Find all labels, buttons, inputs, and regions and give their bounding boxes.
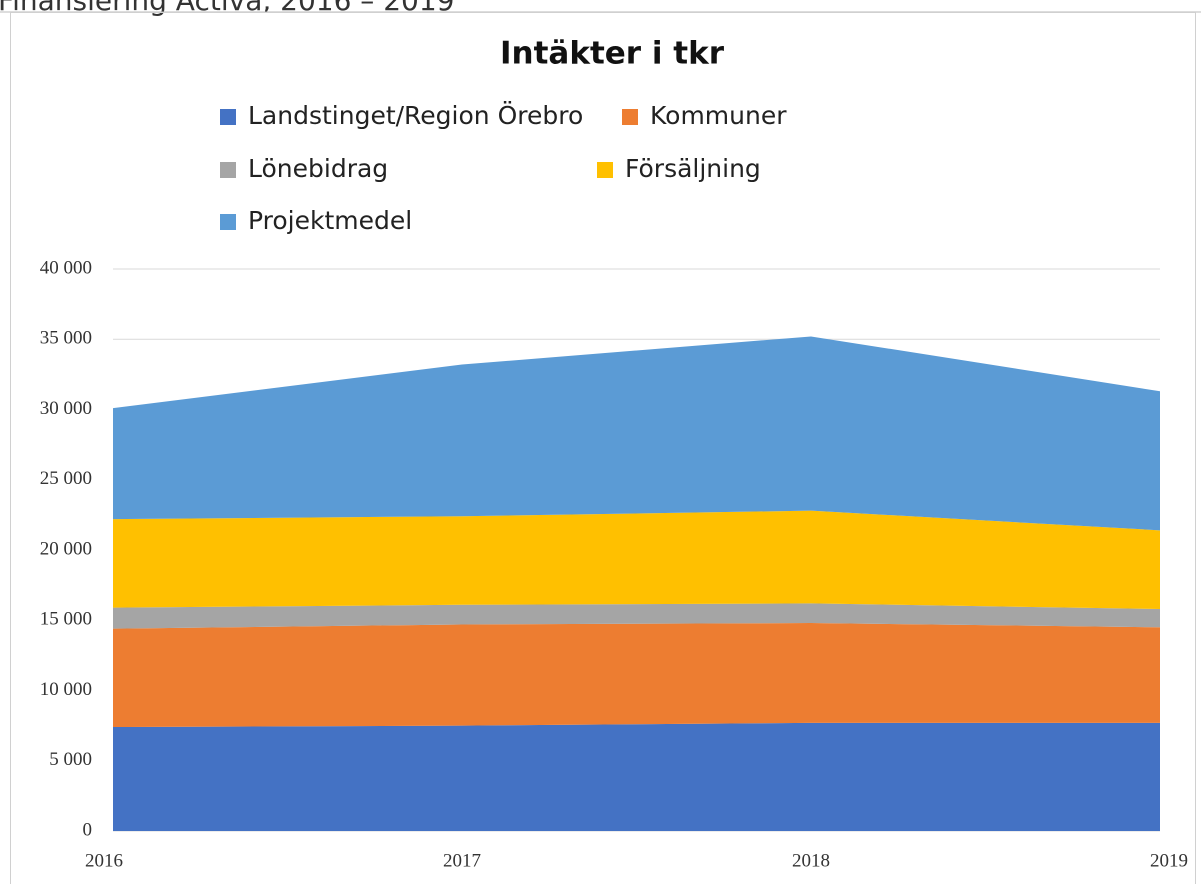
x-tick-label: 2019 — [1150, 850, 1188, 871]
y-tick-label: 10 000 — [40, 679, 92, 700]
y-tick-label: 30 000 — [40, 398, 92, 419]
y-tick-label: 15 000 — [40, 609, 92, 630]
page-heading: Finansiering Activa, 2016 – 2019 — [0, 0, 454, 17]
x-tick-label: 2018 — [792, 850, 830, 871]
y-tick-label: 25 000 — [40, 468, 92, 489]
legend-swatch — [597, 162, 613, 178]
area — [113, 336, 1160, 531]
x-tick-label: 2016 — [85, 850, 123, 871]
chart-title: Intäkter i tkr — [500, 36, 725, 72]
area — [113, 623, 1160, 728]
legend-label: Försäljning — [625, 154, 761, 183]
y-tick-label: 5 000 — [49, 749, 92, 770]
y-tick-label: 40 000 — [40, 257, 92, 278]
legend-label: Lönebidrag — [248, 154, 388, 183]
legend-swatch — [622, 109, 638, 125]
y-tick-label: 20 000 — [40, 538, 92, 559]
legend-swatch — [220, 109, 236, 125]
legend-label: Kommuner — [650, 101, 787, 130]
area — [113, 510, 1160, 610]
x-tick-label: 2017 — [443, 850, 481, 871]
area — [113, 722, 1160, 831]
legend-label: Projektmedel — [248, 206, 412, 235]
legend-swatch — [220, 162, 236, 178]
y-tick-label: 35 000 — [40, 328, 92, 349]
area — [113, 603, 1160, 629]
legend-label: Landstinget/Region Örebro — [248, 101, 583, 130]
legend-swatch — [220, 214, 236, 230]
chart-frame — [10, 12, 1196, 884]
y-tick-label: 0 — [83, 819, 93, 840]
